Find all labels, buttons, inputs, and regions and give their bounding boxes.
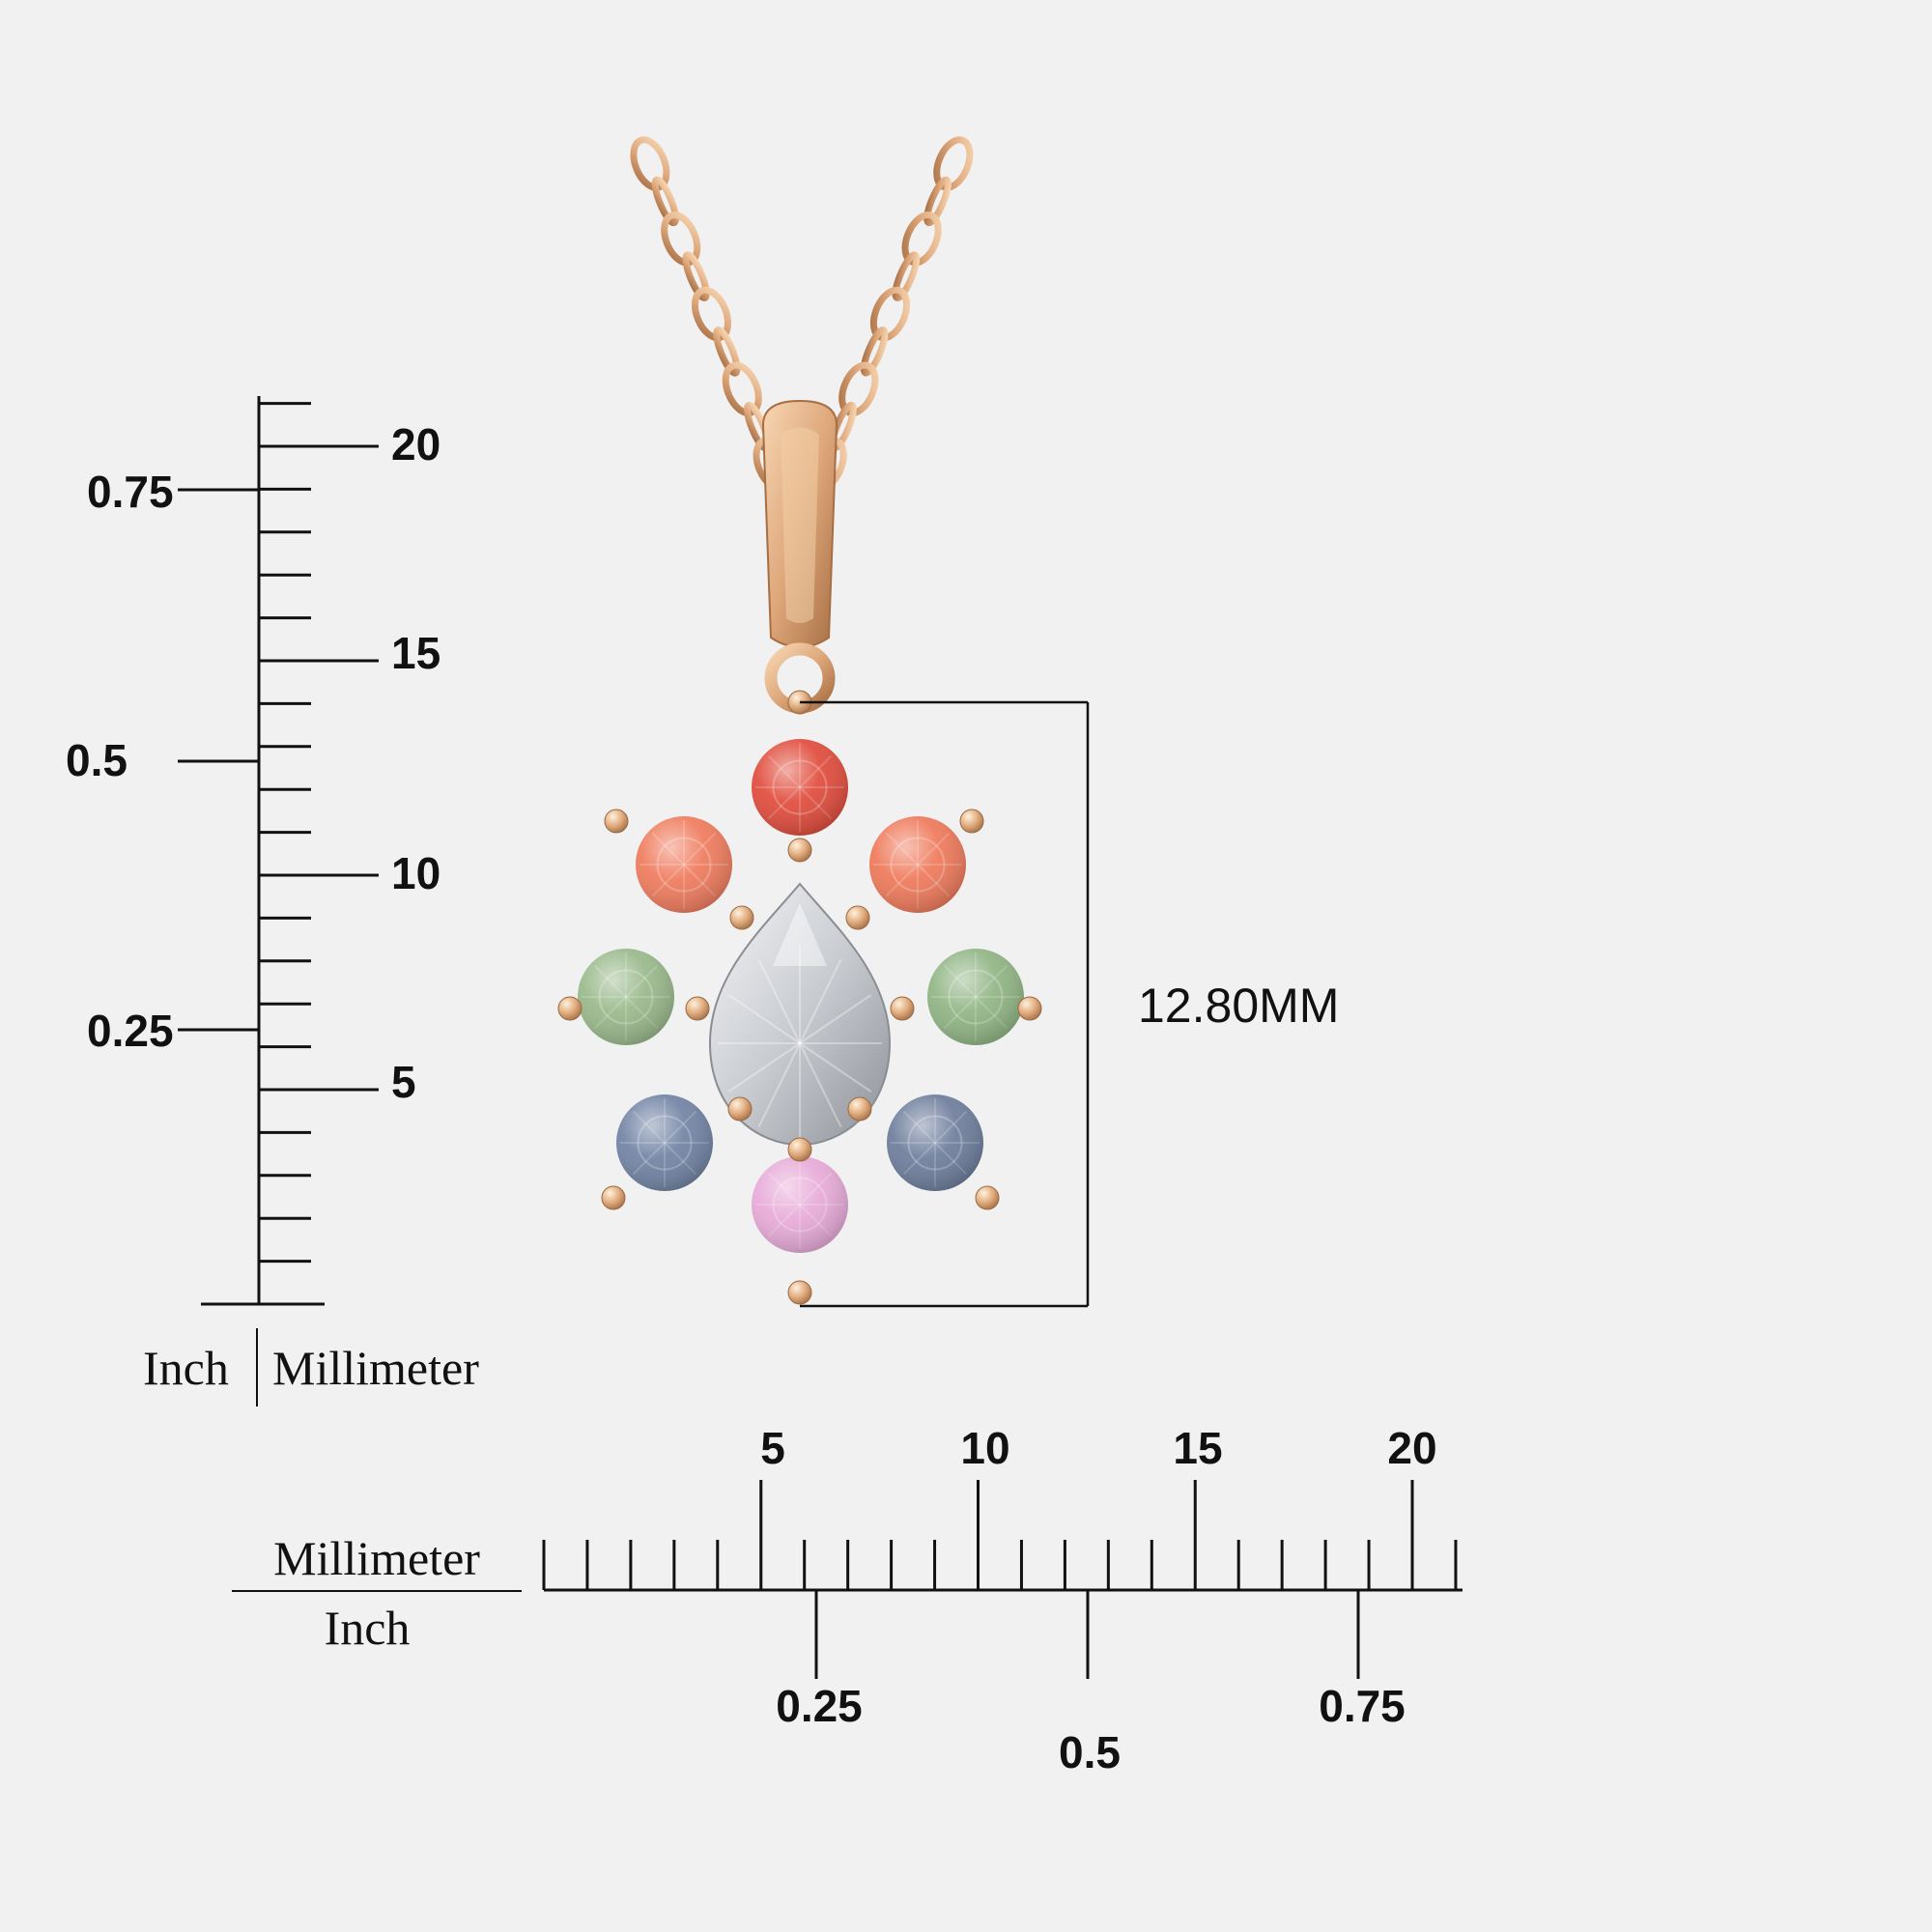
prong bbox=[959, 809, 984, 834]
v-inch-label-025: 0.25 bbox=[87, 1006, 174, 1056]
prong bbox=[729, 905, 754, 930]
v-mm-label-15: 15 bbox=[391, 628, 440, 678]
v-mm-label-5: 5 bbox=[391, 1057, 416, 1107]
h-inch-label-075: 0.75 bbox=[1319, 1681, 1406, 1731]
chain-left-link bbox=[661, 211, 701, 267]
prong bbox=[604, 809, 629, 834]
gem-shine bbox=[752, 739, 848, 836]
h-unit-inch: Inch bbox=[325, 1601, 411, 1655]
prong bbox=[847, 1096, 872, 1122]
chain-left-link bbox=[722, 361, 762, 417]
dimension-bracket bbox=[800, 700, 1090, 1308]
pear-facet bbox=[757, 1042, 801, 1128]
prong bbox=[601, 1185, 626, 1210]
gem-shine bbox=[616, 1094, 713, 1191]
gem-shine bbox=[636, 816, 732, 913]
gem-shine bbox=[869, 816, 966, 913]
prong bbox=[557, 996, 582, 1021]
pear-facet bbox=[799, 1042, 842, 1128]
pendant-bail bbox=[761, 399, 838, 714]
horizontal-ruler bbox=[542, 1480, 1463, 1679]
prong bbox=[1017, 996, 1042, 1021]
gemstone-cluster bbox=[578, 739, 1024, 1253]
prong bbox=[787, 838, 812, 863]
h-mm-label-20: 20 bbox=[1387, 1423, 1436, 1473]
v-unit-inch: Inch bbox=[143, 1341, 229, 1395]
v-inch-label-075: 0.75 bbox=[87, 467, 174, 517]
chain-left-link bbox=[691, 286, 732, 342]
prong bbox=[845, 905, 870, 930]
gem-shine bbox=[578, 949, 674, 1045]
gem-shine bbox=[887, 1094, 983, 1191]
chain-left-link bbox=[713, 327, 741, 377]
prong bbox=[727, 1096, 753, 1122]
pear-facet bbox=[727, 1042, 801, 1093]
chain-right-link bbox=[933, 136, 974, 191]
chain-right-link bbox=[923, 176, 952, 227]
v-mm-label-10: 10 bbox=[391, 848, 440, 898]
prong bbox=[787, 1280, 812, 1305]
h-inch-label-05: 0.5 bbox=[1059, 1727, 1121, 1777]
pear-facet bbox=[799, 958, 842, 1044]
prong bbox=[787, 1137, 812, 1162]
h-mm-label-15: 15 bbox=[1173, 1423, 1222, 1473]
prong bbox=[975, 1185, 1000, 1210]
v-unit-millimeter: Millimeter bbox=[272, 1341, 479, 1395]
h-mm-label-5: 5 bbox=[760, 1423, 785, 1473]
pear-facet bbox=[727, 994, 801, 1044]
gem-shine bbox=[752, 1156, 848, 1253]
chain-right-link bbox=[838, 361, 879, 416]
gem-shine bbox=[927, 949, 1024, 1045]
chain-right-link bbox=[869, 286, 911, 342]
vertical-ruler bbox=[178, 396, 379, 1306]
v-inch-label-05: 0.5 bbox=[66, 735, 128, 785]
dimension-label: 12.80MM bbox=[1138, 979, 1339, 1033]
pear-highlight bbox=[773, 903, 827, 966]
chain-right-link bbox=[901, 212, 942, 267]
chain-right-link bbox=[892, 251, 921, 301]
pear-facet bbox=[757, 958, 801, 1044]
chain-left-link bbox=[682, 251, 710, 301]
pear-facet bbox=[799, 1042, 872, 1093]
pear-facet bbox=[799, 994, 872, 1044]
prong bbox=[685, 996, 710, 1021]
h-inch-label-025: 0.25 bbox=[776, 1681, 863, 1731]
prong bbox=[890, 996, 915, 1021]
v-mm-label-20: 20 bbox=[391, 419, 440, 469]
chain-left-link bbox=[630, 136, 670, 191]
chain-right-link bbox=[860, 327, 889, 377]
h-unit-millimeter: Millimeter bbox=[273, 1531, 480, 1585]
prongs bbox=[557, 690, 1042, 1305]
chain-left-link bbox=[651, 176, 679, 227]
h-mm-label-10: 10 bbox=[960, 1423, 1009, 1473]
